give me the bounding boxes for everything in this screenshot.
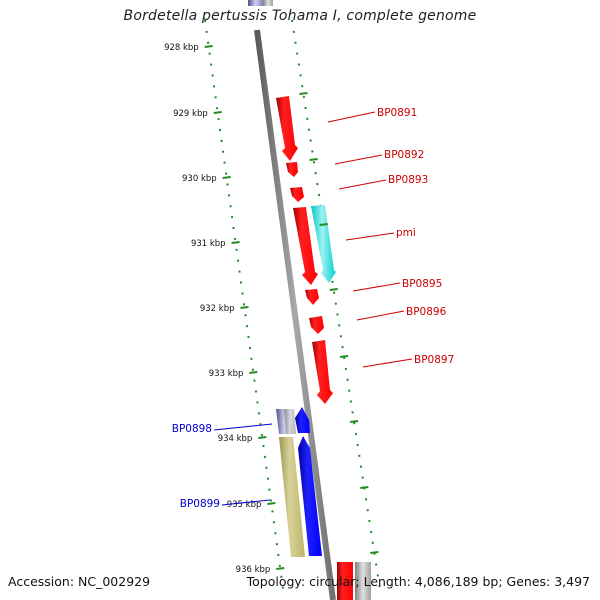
scale-tick-label: 934 kbp — [218, 434, 253, 444]
gene-labels: BP0891 BP0892 BP0893 pmi BP0895 BP0896 BP0897 B… — [172, 107, 455, 510]
gene-label-BP0899[interactable]: BP0899 — [180, 498, 220, 510]
inner-tick-mark — [329, 288, 338, 291]
genome-summary-text: Topology: circular; Length: 4,086,189 bp… — [246, 574, 590, 589]
gene-label-BP0892[interactable]: BP0892 — [384, 149, 424, 161]
gene-label-pmi[interactable]: pmi — [396, 227, 416, 239]
gene-label-leader — [221, 499, 271, 506]
partial-gene-bottom-red — [337, 562, 353, 600]
gene-label-BP0897[interactable]: BP0897 — [414, 354, 454, 366]
scale-ticks: 928 kbp 929 kbp 930 kbp 931 kbp 932 kbp 933 k… — [164, 43, 379, 575]
gene-BP0899-blue[interactable] — [298, 436, 322, 556]
gene-label-BP0891[interactable]: BP0891 — [377, 107, 417, 119]
gene-BP0897[interactable] — [312, 340, 333, 404]
gene-label-leader — [362, 358, 413, 368]
scale-tick-label: 931 kbp — [191, 239, 226, 249]
forward-genes — [276, 96, 336, 404]
scale-tick-mark — [249, 371, 258, 374]
inner-tick-mark — [360, 486, 369, 489]
inner-tick-mark — [339, 355, 349, 358]
gene-BP0892[interactable] — [286, 162, 298, 177]
scale-tick-label: 936 kbp — [236, 565, 271, 575]
scale-tick-mark — [240, 306, 249, 309]
scale-tick-mark — [231, 241, 240, 244]
scale-tick-label: 930 kbp — [182, 174, 217, 184]
inner-tick-mark — [309, 158, 318, 161]
scale-tick-label: 933 kbp — [209, 369, 244, 379]
genome-backbone — [254, 29, 336, 600]
partial-gene-top-lavender — [248, 0, 263, 6]
gene-label-leader — [352, 282, 401, 292]
scale-tick-mark — [276, 567, 285, 570]
partial-gene-bottom-grey — [355, 562, 371, 600]
gene-BP0893[interactable] — [290, 187, 304, 202]
scale-tick-label: 928 kbp — [164, 43, 199, 53]
scale-tick-label: 932 kbp — [200, 304, 235, 314]
outer-dotted-track — [204, 19, 285, 597]
scale-tick-label: 935 kbp — [227, 500, 262, 510]
gene-pmi[interactable] — [311, 205, 336, 283]
gene-label-leader — [356, 310, 405, 321]
gene-label-leader — [327, 111, 376, 123]
inner-tick-mark — [319, 223, 328, 226]
gene-label-leader — [213, 423, 273, 431]
inner-dotted-track — [291, 19, 382, 597]
scale-tick-mark — [222, 176, 231, 179]
gene-label-BP0898[interactable]: BP0898 — [172, 423, 212, 435]
gene-BP0898-grey[interactable] — [284, 409, 296, 434]
gene-BP0891[interactable] — [276, 96, 298, 161]
gene-label-leader — [345, 232, 395, 241]
scale-tick-label: 929 kbp — [173, 109, 208, 119]
reverse-genes — [276, 407, 322, 557]
gene-BP0899-olive[interactable] — [279, 437, 305, 557]
scale-tick-mark — [258, 436, 267, 439]
gene-label-leader — [334, 154, 383, 165]
gene-BP0898-arrow[interactable] — [295, 407, 310, 433]
scale-tick-mark — [204, 45, 213, 48]
inner-tick-mark — [349, 420, 359, 423]
inner-tick-mark — [299, 92, 308, 95]
map-title: Bordetella pertussis Tohama I, complete … — [123, 8, 477, 24]
gene-label-BP0896[interactable]: BP0896 — [406, 306, 447, 318]
partial-gene-top-grey — [263, 0, 273, 6]
inner-tick-mark — [370, 551, 379, 554]
gene-label-leader — [338, 179, 387, 190]
accession-text: Accession: NC_002929 — [8, 574, 151, 589]
gene-label-BP0895[interactable]: BP0895 — [402, 278, 442, 290]
gene-BP0896[interactable] — [309, 316, 324, 334]
gene-BP0894[interactable] — [293, 207, 318, 285]
scale-tick-mark — [213, 111, 222, 114]
gene-label-BP0893[interactable]: BP0893 — [388, 174, 428, 186]
gene-BP0895[interactable] — [305, 289, 319, 305]
scale-tick-mark — [267, 502, 276, 505]
